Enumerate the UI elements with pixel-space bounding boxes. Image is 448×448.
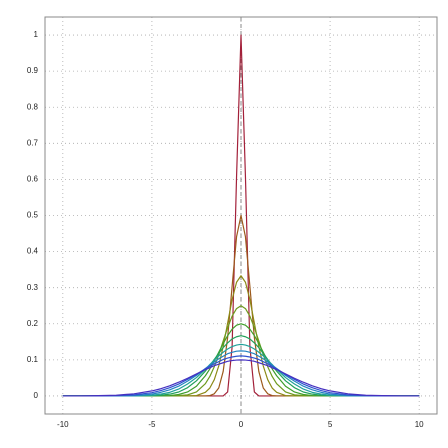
y-tick-label: 0.2 xyxy=(27,319,39,328)
y-tick-label: 0.5 xyxy=(27,211,39,220)
series-line xyxy=(62,355,420,397)
x-tick-label: 10 xyxy=(415,420,424,429)
series-line xyxy=(62,359,420,397)
series-line xyxy=(62,343,420,397)
series-line xyxy=(62,335,420,397)
y-tick-label: 0.4 xyxy=(27,247,39,256)
series-line xyxy=(62,350,420,397)
y-tick-label: 1 xyxy=(34,30,39,39)
y-tick-label: 0.9 xyxy=(27,66,39,75)
y-tick-label: 0.6 xyxy=(27,175,39,184)
y-tick-label: 0.8 xyxy=(27,102,39,111)
x-tick-label: 0 xyxy=(239,420,244,429)
y-tick-label: 0.7 xyxy=(27,138,39,147)
x-tick-label: -10 xyxy=(57,420,69,429)
series-line xyxy=(62,323,420,397)
x-tick-label: 5 xyxy=(328,420,333,429)
y-tick-label: 0.3 xyxy=(27,283,39,292)
y-tick-label: 0.1 xyxy=(27,355,39,364)
x-tick-label: -5 xyxy=(148,420,156,429)
y-tick-label: 0 xyxy=(34,391,39,400)
